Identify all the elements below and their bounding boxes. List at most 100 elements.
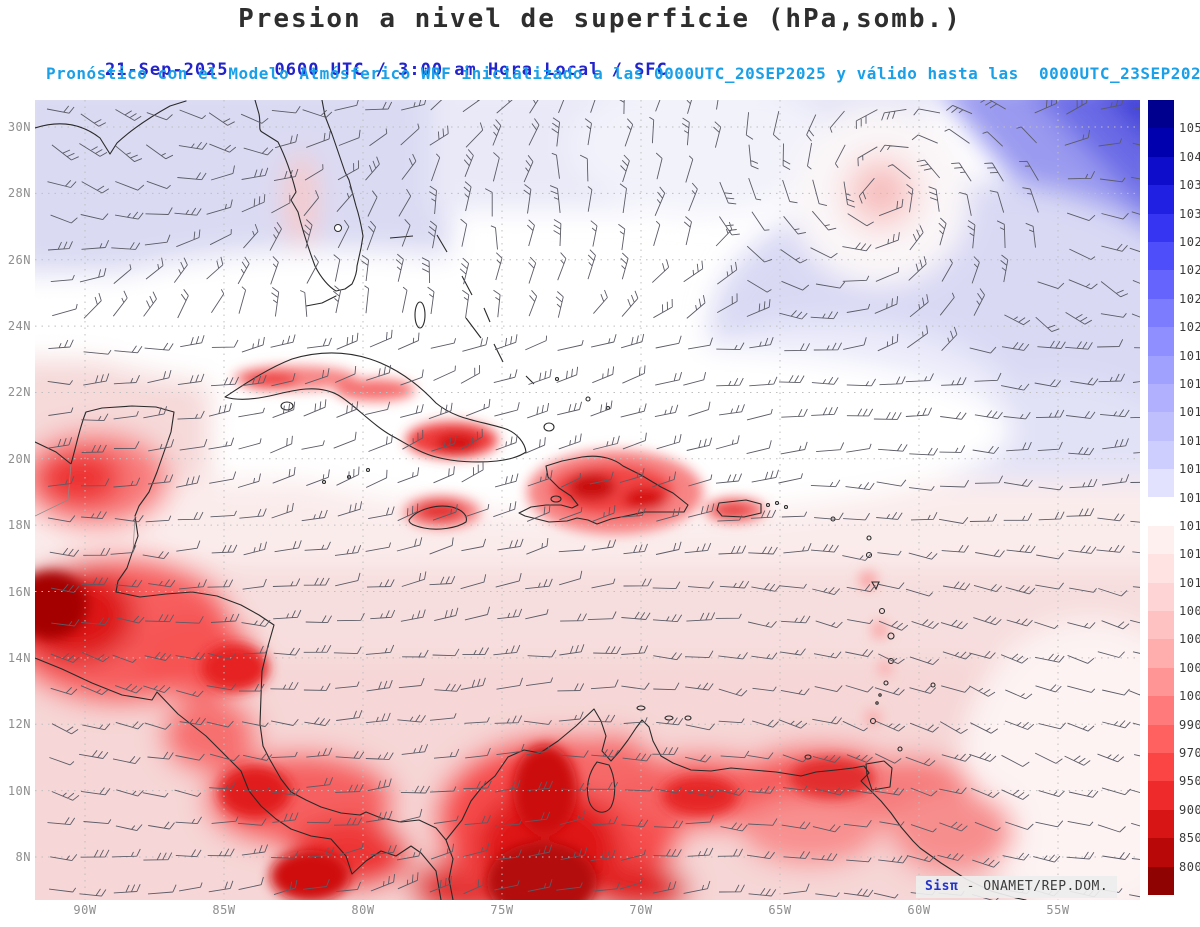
colorbar-level-label: 1014	[1179, 490, 1200, 505]
colorbar-segment	[1148, 582, 1174, 612]
colorbar-segment	[1148, 469, 1174, 498]
colorbar-segment	[1148, 412, 1174, 441]
lat-label: 12N	[7, 717, 31, 732]
colorbar-level-label: 1010	[1179, 575, 1200, 590]
abc-islands	[636, 705, 812, 760]
colorbar-level-label: 1035	[1179, 178, 1200, 193]
credit-label: - ONAMET/REP.DOM.	[966, 879, 1109, 894]
colorbar-segment	[1148, 525, 1174, 555]
lon-label: 80W	[351, 903, 375, 917]
colorbar-level-label: 1002	[1179, 660, 1200, 675]
colorbar-level-label: 1000	[1179, 689, 1200, 704]
colorbar-level-label: 950	[1179, 774, 1200, 789]
isla-juventud	[280, 401, 294, 411]
jamaica-coastline	[408, 505, 467, 530]
florida-keys	[305, 295, 337, 307]
colorbar-level-label: 1025	[1179, 263, 1200, 278]
colorbar-segment	[1148, 696, 1174, 725]
lon-label: 65W	[768, 903, 792, 917]
colorbar-level-label: 990	[1179, 717, 1200, 732]
lake-maracaibo	[586, 761, 616, 813]
lat-label: 18N	[7, 518, 31, 533]
colorbar-level-label: 1019	[1179, 348, 1200, 363]
cuba-coastline	[224, 352, 527, 463]
colorbar-level-label: 1020	[1179, 320, 1200, 335]
colorbar-segment	[1148, 270, 1174, 299]
colorbar-level-label: 850	[1179, 831, 1200, 846]
colorbar-segment	[1148, 639, 1174, 668]
colorbar-segment	[1148, 809, 1174, 839]
colorbar-segment	[1148, 838, 1174, 867]
central-america-pacific-coast	[35, 657, 442, 900]
valid-time-line: 21-Sep-2025 0600 UTC / 3:00 am Hora Local…	[60, 40, 668, 100]
colorbar-segment	[1148, 554, 1174, 583]
pressure-shading-layer	[35, 100, 1140, 900]
lat-label: 20N	[7, 451, 31, 466]
puerto-rico-coastline	[716, 499, 762, 518]
time-label: 0600 UTC / 3:00 am Hora Local / SFC	[274, 60, 668, 80]
lat-label: 22N	[7, 385, 31, 400]
lake-okeechobee	[334, 224, 342, 232]
gulf-coastline	[35, 100, 187, 155]
lon-label: 60W	[907, 903, 931, 917]
wind-barbs-layer	[46, 100, 1140, 900]
colorbar-level-label: 1018	[1179, 376, 1200, 391]
colorbar-segment	[1148, 327, 1174, 356]
watermark: Sisπ - ONAMET/REP.DOM.	[916, 876, 1118, 898]
colorbar-segment	[1148, 298, 1174, 328]
colorbar-segment	[1148, 781, 1174, 810]
colorbar-level-label: 900	[1179, 802, 1200, 817]
colorbar-level-label: 1030	[1179, 206, 1200, 221]
date-label: 21-Sep-2025	[104, 60, 229, 80]
colorbar-segment	[1148, 866, 1174, 895]
lat-label: 10N	[7, 783, 31, 798]
colorbar-level-label: 800	[1179, 859, 1200, 874]
lat-label: 8N	[15, 849, 31, 864]
lat-label: 26N	[7, 252, 31, 267]
colorbar-segment	[1148, 724, 1174, 753]
colorbar-segment	[1148, 667, 1174, 697]
hispaniola-coastline	[518, 455, 689, 525]
lon-label: 90W	[73, 903, 97, 917]
colorbar-level-label: 1022	[1179, 291, 1200, 306]
colorbar-level-label: 1028	[1179, 234, 1200, 249]
colorbar-segment	[1148, 100, 1174, 129]
lon-label: 75W	[490, 903, 514, 917]
lat-label: 24N	[7, 319, 31, 334]
colorbar-level-label: 1013	[1179, 518, 1200, 533]
colorbar-level-label: 1008	[1179, 604, 1200, 619]
colorbar-level-label: 1017	[1179, 405, 1200, 420]
lat-label: 28N	[7, 186, 31, 201]
lat-label: 30N	[7, 120, 31, 134]
brand-label: Sisπ	[925, 879, 959, 894]
colorbar-segment	[1148, 611, 1174, 640]
forecast-info-line: Pronóstico con el Modelo Atmósferico WRF…	[46, 64, 1200, 83]
country-borders	[35, 463, 136, 553]
lat-label: 14N	[7, 650, 31, 665]
colorbar-segment	[1148, 156, 1174, 186]
colorbar	[1148, 100, 1174, 895]
colorbar-segment	[1148, 355, 1174, 384]
lon-label: 85W	[212, 903, 236, 917]
colorbar-level-label: 1012	[1179, 547, 1200, 562]
colorbar-level-label: 1040	[1179, 149, 1200, 164]
colorbar-level-label: 1016	[1179, 433, 1200, 448]
lon-label: 70W	[629, 903, 653, 917]
gonave-island	[550, 495, 562, 503]
central-america-caribbean-coast	[35, 405, 454, 900]
colorbar-level-label: 1006	[1179, 632, 1200, 647]
colorbar-segment	[1148, 440, 1174, 470]
colorbar-segment	[1148, 497, 1174, 526]
colorbar-level-label: 1015	[1179, 462, 1200, 477]
colorbar-segment	[1148, 213, 1174, 242]
lat-label: 16N	[7, 584, 31, 599]
colorbar-segment	[1148, 241, 1174, 271]
colorbar-level-label: 970	[1179, 746, 1200, 761]
colorbar-segment	[1148, 752, 1174, 782]
colorbar-level-label: 1050	[1179, 121, 1200, 136]
virgin-islands	[765, 500, 789, 510]
colorbar-segment	[1148, 128, 1174, 157]
lon-label: 55W	[1046, 903, 1070, 917]
